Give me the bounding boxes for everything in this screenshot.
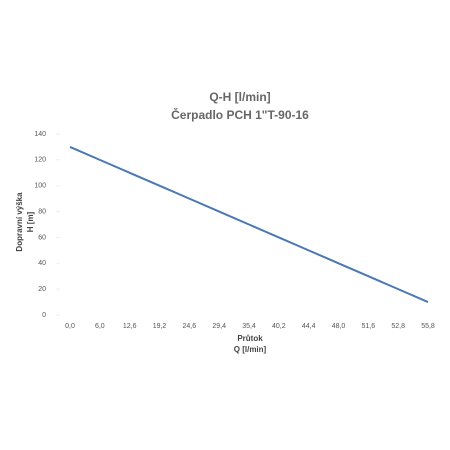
x-tick-label: 52,8 bbox=[391, 323, 405, 330]
y-axis-title-line: H [m] bbox=[26, 211, 35, 232]
x-tick-label: 19,2 bbox=[153, 323, 167, 330]
chart-title: Q-H [l/min] bbox=[209, 90, 270, 104]
x-tick-label: 48,0 bbox=[332, 323, 346, 330]
x-tick-label: 35,4 bbox=[242, 323, 256, 330]
y-tick-label: 120 bbox=[34, 157, 46, 164]
y-axis-title: Dopravní výška H [m] bbox=[15, 192, 35, 252]
x-axis-title: Q [l/min] bbox=[234, 345, 267, 354]
x-tick-label: 51,6 bbox=[362, 323, 376, 330]
x-axis-title: Průtok bbox=[237, 334, 263, 343]
y-tick-label: 100 bbox=[34, 183, 46, 190]
chart-subtitle: Čerpadlo PCH 1"T-90-16 bbox=[171, 107, 309, 122]
y-tick-label: 40 bbox=[38, 260, 46, 267]
x-tick-label: 24,6 bbox=[183, 323, 197, 330]
y-axis-title-line: Dopravní výška bbox=[15, 192, 24, 252]
y-tick-label: 140 bbox=[34, 131, 46, 138]
x-tick-label: 12,6 bbox=[123, 323, 137, 330]
x-tick-label: 6,0 bbox=[95, 323, 105, 330]
x-tick-label: 29,4 bbox=[212, 323, 226, 330]
y-tick-label: 60 bbox=[38, 234, 46, 241]
x-tick-label: 0,0 bbox=[65, 323, 75, 330]
y-tick-label: 0 bbox=[42, 312, 46, 319]
data-line bbox=[69, 146, 429, 303]
y-tick-label: 80 bbox=[38, 208, 46, 215]
x-tick-label: 40,2 bbox=[272, 323, 286, 330]
x-tick-label: 55,8 bbox=[421, 323, 435, 330]
y-tick-label: 20 bbox=[38, 286, 46, 293]
x-tick-label: 44,4 bbox=[302, 323, 316, 330]
